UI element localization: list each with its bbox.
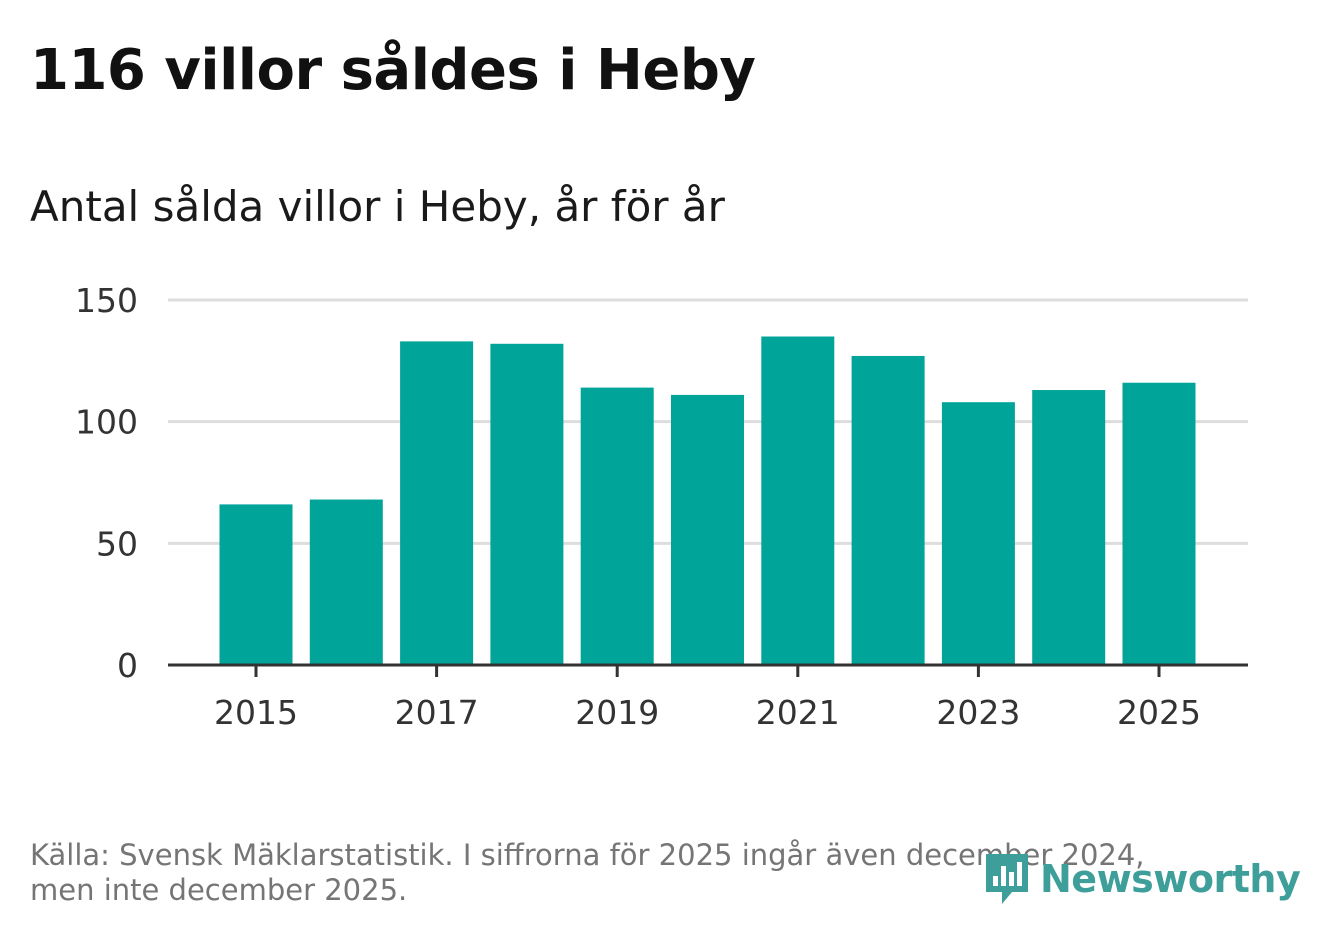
bar-2022[interactable] [851,355,925,665]
bars [219,336,1196,666]
bar-2018[interactable] [490,343,564,665]
y-tick-label: 100 [75,403,138,442]
chart-subtitle: Antal sålda villor i Heby, år för år [30,182,725,231]
x-tick-label: 2017 [395,693,479,732]
brand-logo[interactable]: Newsworthy [982,850,1301,908]
x-tick-label: 2021 [756,693,840,732]
bar-chart: 0 50 100 150 2015 2017 2019 2021 2023 2025 [75,281,1248,732]
newsworthy-logo-icon [986,854,1028,904]
x-tick-label: 2023 [936,693,1020,732]
brand-name: Newsworthy [1040,857,1301,901]
chart-title: 116 villor såldes i Heby [30,38,756,103]
source-note: Källa: Svensk Mäklarstatistik. I siffror… [30,838,1230,908]
bar-2025[interactable] [1122,382,1196,665]
axes: 0 50 100 150 2015 2017 2019 2021 2023 2025 [75,281,1248,732]
bar-2019[interactable] [580,387,654,665]
bar-2016[interactable] [309,499,383,665]
x-tick-label: 2015 [214,693,298,732]
x-tick-label: 2019 [575,693,659,732]
bar-2023[interactable] [941,402,1015,665]
bar-2015[interactable] [219,504,293,665]
y-tick-label: 0 [117,646,138,685]
source-line-2: men inte december 2025. [30,873,408,907]
bar-2020[interactable] [671,394,744,665]
y-tick-label: 50 [96,524,138,563]
y-tick-label: 150 [75,281,138,320]
bar-2024[interactable] [1032,390,1106,665]
bar-2017[interactable] [400,341,474,665]
x-tick-label: 2025 [1117,693,1201,732]
bar-2021[interactable] [761,336,835,666]
source-line-1: Källa: Svensk Mäklarstatistik. I siffror… [30,838,1145,872]
